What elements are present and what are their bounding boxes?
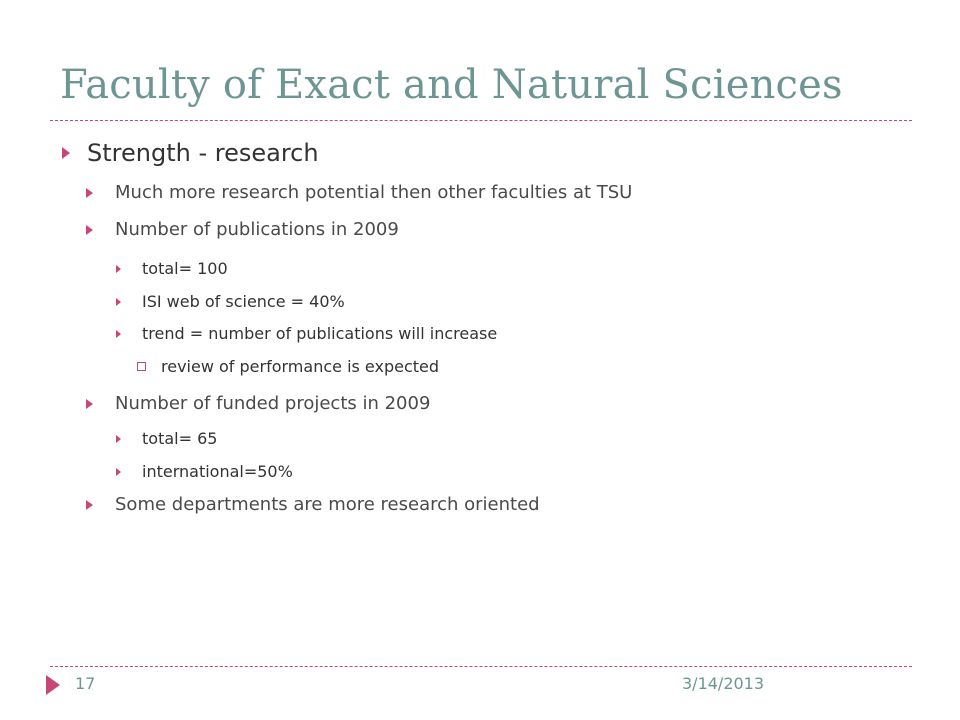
triangle-bullet-icon [62,147,70,159]
bullet-item-isi: ISI web of science = 40% [116,292,345,311]
bullet-item-departments: Some departments are more research orien… [86,494,540,515]
bullet-text: total= 100 [142,259,228,278]
triangle-bullet-icon [116,434,121,443]
triangle-bullet-icon [116,329,121,338]
bullet-text: review of performance is expected [161,357,440,376]
triangle-bullet-icon [116,264,121,273]
bullet-list: Strength - research Much more research p… [62,139,632,515]
slide-date: 3/14/2013 [682,674,765,693]
bullet-text: Some departments are more research orien… [115,494,540,515]
bullet-text: Number of funded projects in 2009 [115,393,431,414]
triangle-bullet-icon [116,467,121,476]
bullet-text: trend = number of publications will incr… [142,324,498,343]
bullet-text: total= 65 [142,429,218,448]
bullet-item-trend: trend = number of publications will incr… [116,324,497,343]
bullet-item-review: review of performance is expected [137,357,439,376]
slide-title: Faculty of Exact and Natural Sciences [60,62,843,108]
bullet-text: Number of publications in 2009 [115,219,399,240]
bullet-item-total-projects: total= 65 [116,429,217,448]
triangle-bullet-icon [86,187,93,198]
footer-divider [50,666,912,667]
bullet-item-funded-projects: Number of funded projects in 2009 [86,393,430,414]
triangle-bullet-icon [86,224,93,235]
triangle-bullet-icon [116,297,121,306]
bullet-item-international: international=50% [116,462,293,481]
title-divider [50,120,912,121]
page-number: 17 [75,674,96,693]
hollow-square-icon [137,362,146,371]
bullet-item-total-publications: total= 100 [116,259,228,278]
bullet-item-publications: Number of publications in 2009 [86,219,399,240]
triangle-bullet-icon [86,398,93,409]
bullet-text: ISI web of science = 40% [142,292,345,311]
triangle-right-icon [46,675,60,695]
bullet-text: international=50% [142,462,293,481]
bullet-item-research-potential: Much more research potential then other … [86,182,632,203]
bullet-item-strength: Strength - research [62,139,319,167]
bullet-text: Strength - research [87,139,319,167]
bullet-text: Much more research potential then other … [115,182,633,203]
triangle-bullet-icon [86,499,93,510]
